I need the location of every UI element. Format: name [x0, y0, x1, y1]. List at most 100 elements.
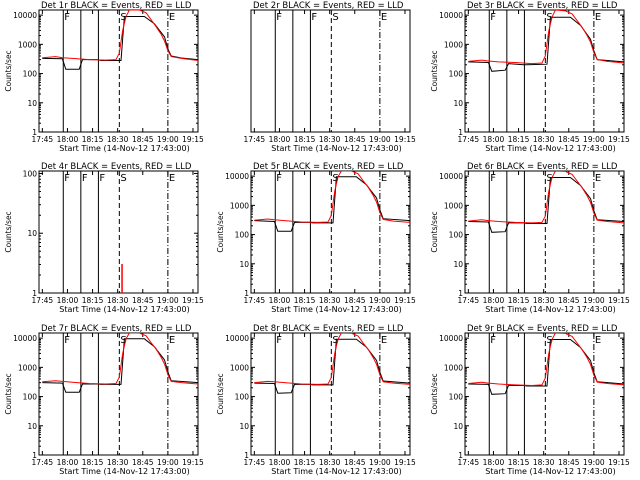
plot-frame	[38, 332, 199, 456]
x-tick-label: 18:15	[294, 296, 316, 305]
panel-det-9: Det 9r BLACK = Events, RED = LLD 1 10 100 10…	[430, 324, 630, 476]
panel-det-4: Det 4r BLACK = Events, RED = LLD 1 10 100 Co…	[4, 162, 204, 314]
y-tick-label: 1	[458, 451, 463, 460]
x-tick-label: 18:00	[269, 458, 291, 467]
y-tick-label: 100	[23, 393, 38, 402]
y-axis-title: Counts/sec	[4, 373, 13, 414]
marker-label: F	[276, 173, 282, 184]
marker-label: F	[490, 12, 496, 23]
x-tick-label: 18:45	[558, 296, 580, 305]
marker-label: S	[332, 173, 338, 184]
panel-title: Det 4r BLACK = Events, RED = LLD	[41, 162, 192, 172]
marker-label: F	[99, 173, 105, 184]
marker-label: E	[169, 335, 175, 346]
marker-label: F	[64, 335, 70, 346]
x-tick-label: 18:00	[57, 135, 79, 144]
y-tick-label: 10	[453, 422, 463, 431]
y-tick-label: 10	[453, 260, 463, 269]
panel-det-8: Det 8r BLACK = Events, RED = LLD 1 10 100 10…	[216, 324, 416, 476]
x-axis-title: Start Time (14-Nov-12 17:43:00)	[59, 305, 189, 314]
y-tick-label: 100	[23, 70, 38, 79]
y-tick-label: 10000	[13, 334, 37, 343]
marker-label: F	[311, 12, 317, 23]
y-tick-label: 10000	[225, 172, 249, 181]
x-tick-label: 17:45	[32, 135, 54, 144]
y-tick-label: 10000	[439, 334, 463, 343]
marker-label: E	[595, 12, 601, 23]
marker-label: S	[120, 12, 126, 23]
x-tick-label: 19:15	[608, 458, 630, 467]
marker-label: E	[381, 12, 387, 23]
x-tick-label: 17:45	[244, 135, 266, 144]
panel-det-1: Det 1r BLACK = Events, RED = LLD 1 10 100 10…	[4, 1, 204, 153]
x-tick-label: 18:00	[269, 296, 291, 305]
x-tick-label: 19:00	[369, 296, 391, 305]
y-tick-label: 1	[458, 128, 463, 137]
x-tick-label: 19:15	[394, 296, 416, 305]
panel-det-6: Det 6r BLACK = Events, RED = LLD 1 10 100 10…	[430, 162, 630, 314]
x-tick-label: 19:15	[394, 458, 416, 467]
x-tick-label: 19:00	[583, 296, 605, 305]
x-tick-label: 19:00	[157, 458, 179, 467]
x-axis-title: Start Time (14-Nov-12 17:43:00)	[59, 467, 189, 476]
x-tick-label: 17:45	[458, 135, 480, 144]
x-axis-title: Start Time (14-Nov-12 17:43:00)	[485, 144, 615, 153]
y-axis-title: Counts/sec	[216, 373, 225, 414]
y-axis-title: Counts/sec	[216, 211, 225, 252]
marker-label: S	[120, 335, 126, 346]
x-axis-title: Start Time (14-Nov-12 17:43:00)	[271, 467, 401, 476]
x-tick-label: 18:00	[483, 296, 505, 305]
y-axis-title: Counts/sec	[430, 373, 439, 414]
x-tick-label: 19:00	[583, 458, 605, 467]
y-axis-title: Counts/sec	[430, 211, 439, 252]
plot-frame	[250, 9, 411, 133]
y-tick-label: 10000	[13, 11, 37, 20]
x-tick-label: 18:15	[82, 296, 104, 305]
x-tick-label: 17:45	[458, 458, 480, 467]
events-series-line	[468, 339, 624, 395]
x-tick-label: 18:45	[344, 296, 366, 305]
x-tick-label: 17:45	[32, 458, 54, 467]
marker-label: S	[546, 335, 552, 346]
panel-title: Det 5r BLACK = Events, RED = LLD	[253, 162, 404, 172]
marker-label: F	[490, 335, 496, 346]
events-series-line	[254, 338, 410, 394]
plot-frame	[250, 170, 411, 294]
x-axis-title: Start Time (14-Nov-12 17:43:00)	[271, 305, 401, 314]
lld-series-line	[468, 333, 624, 387]
x-tick-label: 18:15	[508, 296, 530, 305]
marker-label: F	[490, 173, 496, 184]
lld-series-line	[254, 333, 410, 385]
x-tick-label: 18:45	[558, 458, 580, 467]
x-tick-label: 18:15	[508, 458, 530, 467]
panel-title: Det 6r BLACK = Events, RED = LLD	[467, 162, 618, 172]
x-tick-label: 18:15	[294, 135, 316, 144]
x-tick-label: 18:15	[294, 458, 316, 467]
marker-label: E	[595, 335, 601, 346]
marker-label: F	[82, 173, 88, 184]
x-tick-label: 18:30	[319, 296, 341, 305]
x-tick-label: 18:30	[319, 458, 341, 467]
plot-frame	[464, 9, 625, 133]
marker-label: F	[276, 335, 282, 346]
y-tick-label: 10	[239, 260, 249, 269]
x-tick-label: 18:00	[483, 458, 505, 467]
x-tick-label: 18:45	[344, 458, 366, 467]
x-tick-label: 18:00	[483, 135, 505, 144]
x-tick-label: 18:15	[508, 135, 530, 144]
x-tick-label: 19:00	[369, 135, 391, 144]
y-tick-label: 100	[449, 393, 464, 402]
panel-det-5: Det 5r BLACK = Events, RED = LLD 1 10 100 10…	[216, 162, 416, 314]
marker-label: S	[120, 173, 126, 184]
x-tick-label: 18:45	[132, 296, 154, 305]
x-tick-label: 17:45	[458, 296, 480, 305]
marker-label: S	[546, 173, 552, 184]
marker-label: F	[276, 12, 282, 23]
lld-series-line	[42, 333, 198, 385]
x-tick-label: 17:45	[32, 296, 54, 305]
lld-series-line	[468, 171, 624, 224]
y-tick-label: 100	[23, 169, 38, 178]
y-tick-label: 100	[449, 70, 464, 79]
x-tick-label: 18:30	[107, 135, 129, 144]
